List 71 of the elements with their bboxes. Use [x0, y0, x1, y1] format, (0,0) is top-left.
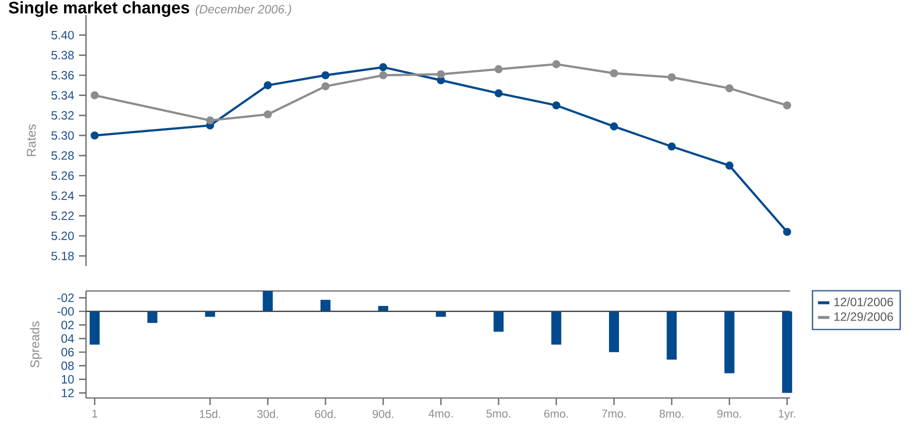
x-tick-label: 8mo. — [660, 410, 684, 418]
bar — [90, 311, 100, 345]
y-axis-title: Rates — [26, 124, 36, 156]
point — [610, 69, 618, 78]
point — [552, 101, 560, 110]
bar — [320, 300, 330, 312]
point — [668, 73, 676, 82]
bar — [609, 311, 619, 352]
point — [494, 65, 503, 74]
point — [436, 70, 445, 78]
point — [206, 116, 214, 124]
y-tick-label: 5.22 — [51, 211, 74, 220]
y-tick-label: 02 — [61, 320, 74, 330]
point — [379, 71, 388, 80]
x-tick-label: 1yr. — [778, 410, 796, 420]
legend-label: 12/01/2006 — [834, 297, 893, 306]
point — [321, 82, 330, 90]
bar — [262, 290, 273, 312]
y-tick-label: 10 — [62, 374, 74, 384]
y-tick-label: 04 — [61, 334, 74, 343]
point — [783, 228, 792, 236]
y-axis-title: Spreads — [30, 321, 42, 368]
x-tick-label: 5mo. — [486, 410, 510, 418]
point — [90, 131, 99, 140]
chart-subtitle: (December 2006.) — [196, 4, 292, 16]
point — [783, 101, 792, 110]
bar — [147, 311, 158, 323]
bar — [494, 311, 504, 332]
y-tick-label: 5.28 — [51, 151, 74, 160]
y-tick-label: 5.20 — [51, 231, 74, 240]
y-tick-label: 5.34 — [51, 90, 74, 100]
bar — [551, 311, 562, 345]
y-tick-label: 5.32 — [51, 111, 74, 120]
y-tick-label: 5.30 — [51, 131, 74, 140]
bar — [782, 311, 792, 393]
x-tick-label: 7mo. — [602, 410, 626, 418]
point — [725, 84, 734, 92]
y-tick-label: 5.36 — [51, 70, 74, 80]
x-tick-label: 30d. — [257, 410, 278, 418]
y-tick-label: 5.24 — [51, 191, 74, 200]
y-tick-label: 08 — [61, 361, 74, 370]
point — [494, 89, 503, 98]
x-tick-label: 15d. — [200, 410, 220, 418]
x-tick-label: 6mo. — [544, 410, 568, 418]
x-tick-label: 9mo. — [717, 410, 741, 418]
y-tick-label: 5.26 — [51, 171, 74, 180]
point — [379, 63, 388, 72]
bar — [724, 311, 734, 374]
y-tick-label: 12 — [62, 388, 74, 397]
y-tick-label: 5.38 — [51, 50, 74, 60]
y-tick-label: 5.40 — [51, 30, 74, 40]
point — [264, 110, 272, 118]
chart-title: Single market changes — [8, 1, 190, 17]
point — [90, 91, 99, 100]
x-tick-label: 1 — [92, 410, 98, 418]
point — [668, 142, 676, 150]
point — [436, 76, 445, 84]
point — [725, 161, 734, 170]
point — [610, 122, 618, 130]
y-tick-label: 06 — [61, 348, 74, 356]
legend-label: 12/29/2006 — [834, 312, 893, 321]
y-tick-label: -02 — [57, 293, 74, 302]
point — [552, 60, 560, 68]
x-tick-label: 60d. — [315, 410, 336, 418]
bar — [666, 311, 677, 360]
x-tick-label: 4mo. — [428, 410, 452, 418]
point — [264, 81, 272, 90]
y-tick-label: -00 — [57, 306, 74, 316]
point — [321, 71, 330, 80]
x-tick-label: 90d. — [372, 410, 394, 418]
y-tick-label: 5.18 — [51, 252, 74, 260]
